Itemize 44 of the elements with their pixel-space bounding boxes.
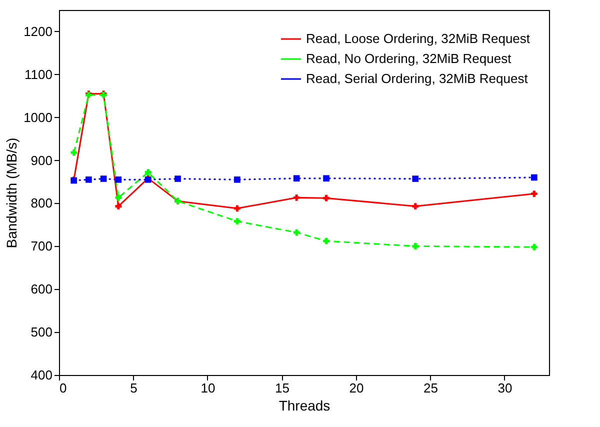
point bbox=[530, 244, 538, 250]
point bbox=[100, 176, 107, 182]
point bbox=[293, 229, 300, 236]
point bbox=[70, 149, 78, 156]
point bbox=[412, 176, 419, 182]
y-tick-label: 600 bbox=[30, 282, 52, 297]
point bbox=[530, 174, 538, 181]
y-tick-label: 400 bbox=[30, 368, 52, 382]
point bbox=[234, 218, 240, 224]
legend-label: Read, Serial Ordering, 32MiB Request bbox=[306, 71, 528, 86]
point bbox=[412, 203, 419, 210]
y-tick-label: 700 bbox=[30, 238, 52, 254]
x-tick-label: 25 bbox=[423, 380, 438, 396]
y-tick-label: 900 bbox=[30, 152, 52, 168]
y-axis-title: Bandwidth (MB/s) bbox=[4, 138, 20, 248]
point bbox=[323, 194, 330, 202]
point bbox=[530, 190, 538, 197]
x-axis-title: Threads bbox=[278, 398, 330, 414]
legend-label: Read, No Ordering, 32MiB Request bbox=[306, 51, 512, 66]
y-tick-label: 500 bbox=[30, 324, 52, 340]
point bbox=[323, 175, 330, 182]
y-tick-label: 1000 bbox=[24, 110, 52, 125]
point bbox=[323, 238, 330, 244]
point bbox=[412, 243, 419, 250]
point bbox=[115, 194, 122, 201]
point bbox=[234, 205, 240, 212]
y-tick-label: 800 bbox=[30, 196, 52, 211]
x-tick-label: 20 bbox=[349, 380, 364, 396]
point bbox=[293, 194, 300, 201]
point bbox=[144, 169, 152, 176]
y-tick-label: 1200 bbox=[24, 24, 52, 39]
x-tick-label: 15 bbox=[274, 380, 290, 396]
point bbox=[293, 175, 300, 182]
legend-label: Read, Loose Ordering, 32MiB Request bbox=[306, 31, 530, 46]
x-tick-label: 30 bbox=[498, 380, 512, 396]
x-tick-label: 10 bbox=[200, 380, 216, 396]
point bbox=[234, 176, 240, 183]
point bbox=[86, 176, 92, 183]
point bbox=[115, 203, 122, 210]
point bbox=[174, 176, 181, 182]
point bbox=[115, 176, 122, 183]
y-tick-label: 1100 bbox=[24, 66, 52, 82]
x-tick-label: 5 bbox=[130, 380, 138, 396]
x-tick-label: 0 bbox=[60, 380, 67, 396]
